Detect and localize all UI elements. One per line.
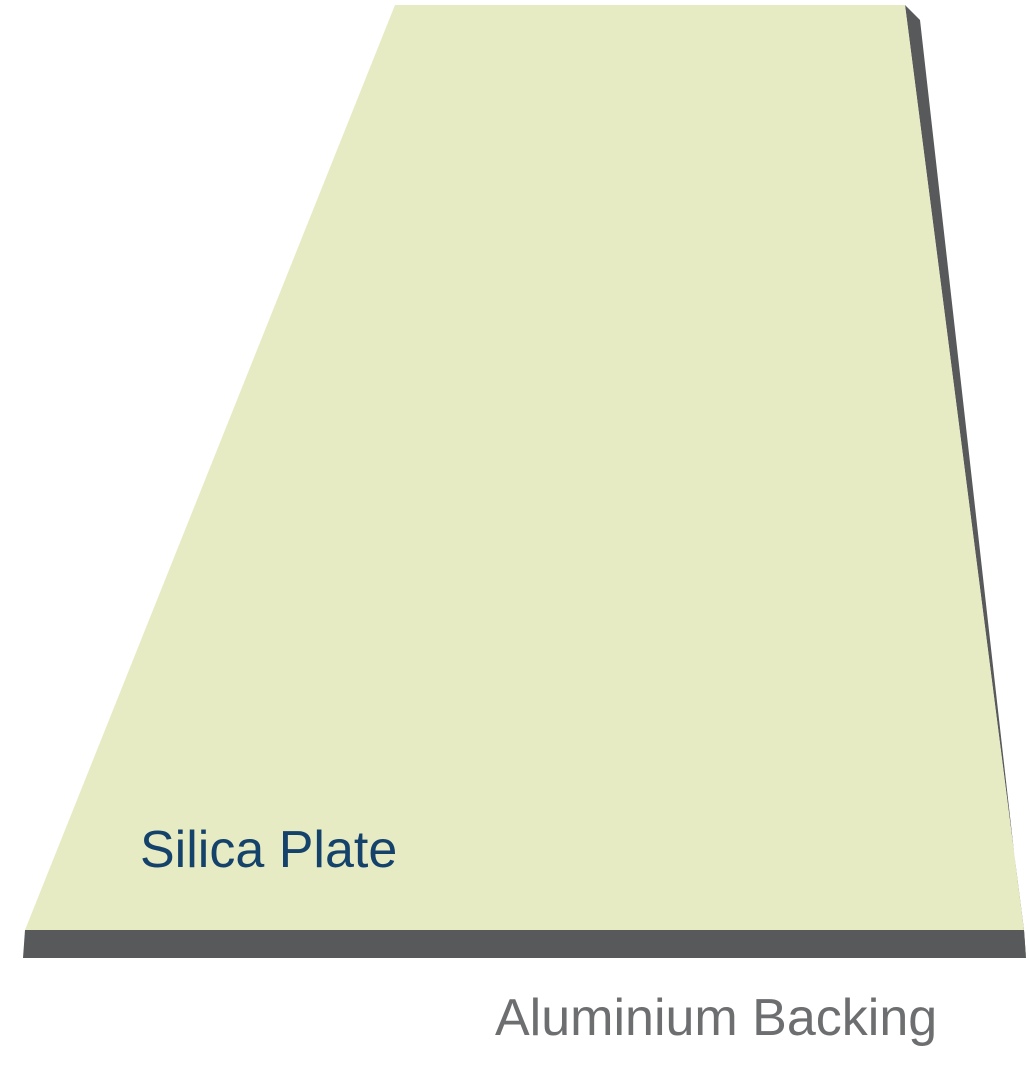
silica-top-face [25, 5, 1024, 930]
tlc-plate-diagram: Silica Plate Aluminium Backing [0, 0, 1029, 1065]
aluminium-backing-label: Aluminium Backing [495, 988, 937, 1048]
silica-plate-label: Silica Plate [140, 820, 397, 880]
backing-bottom-edge [23, 930, 1026, 958]
plate-shape [0, 0, 1029, 1065]
